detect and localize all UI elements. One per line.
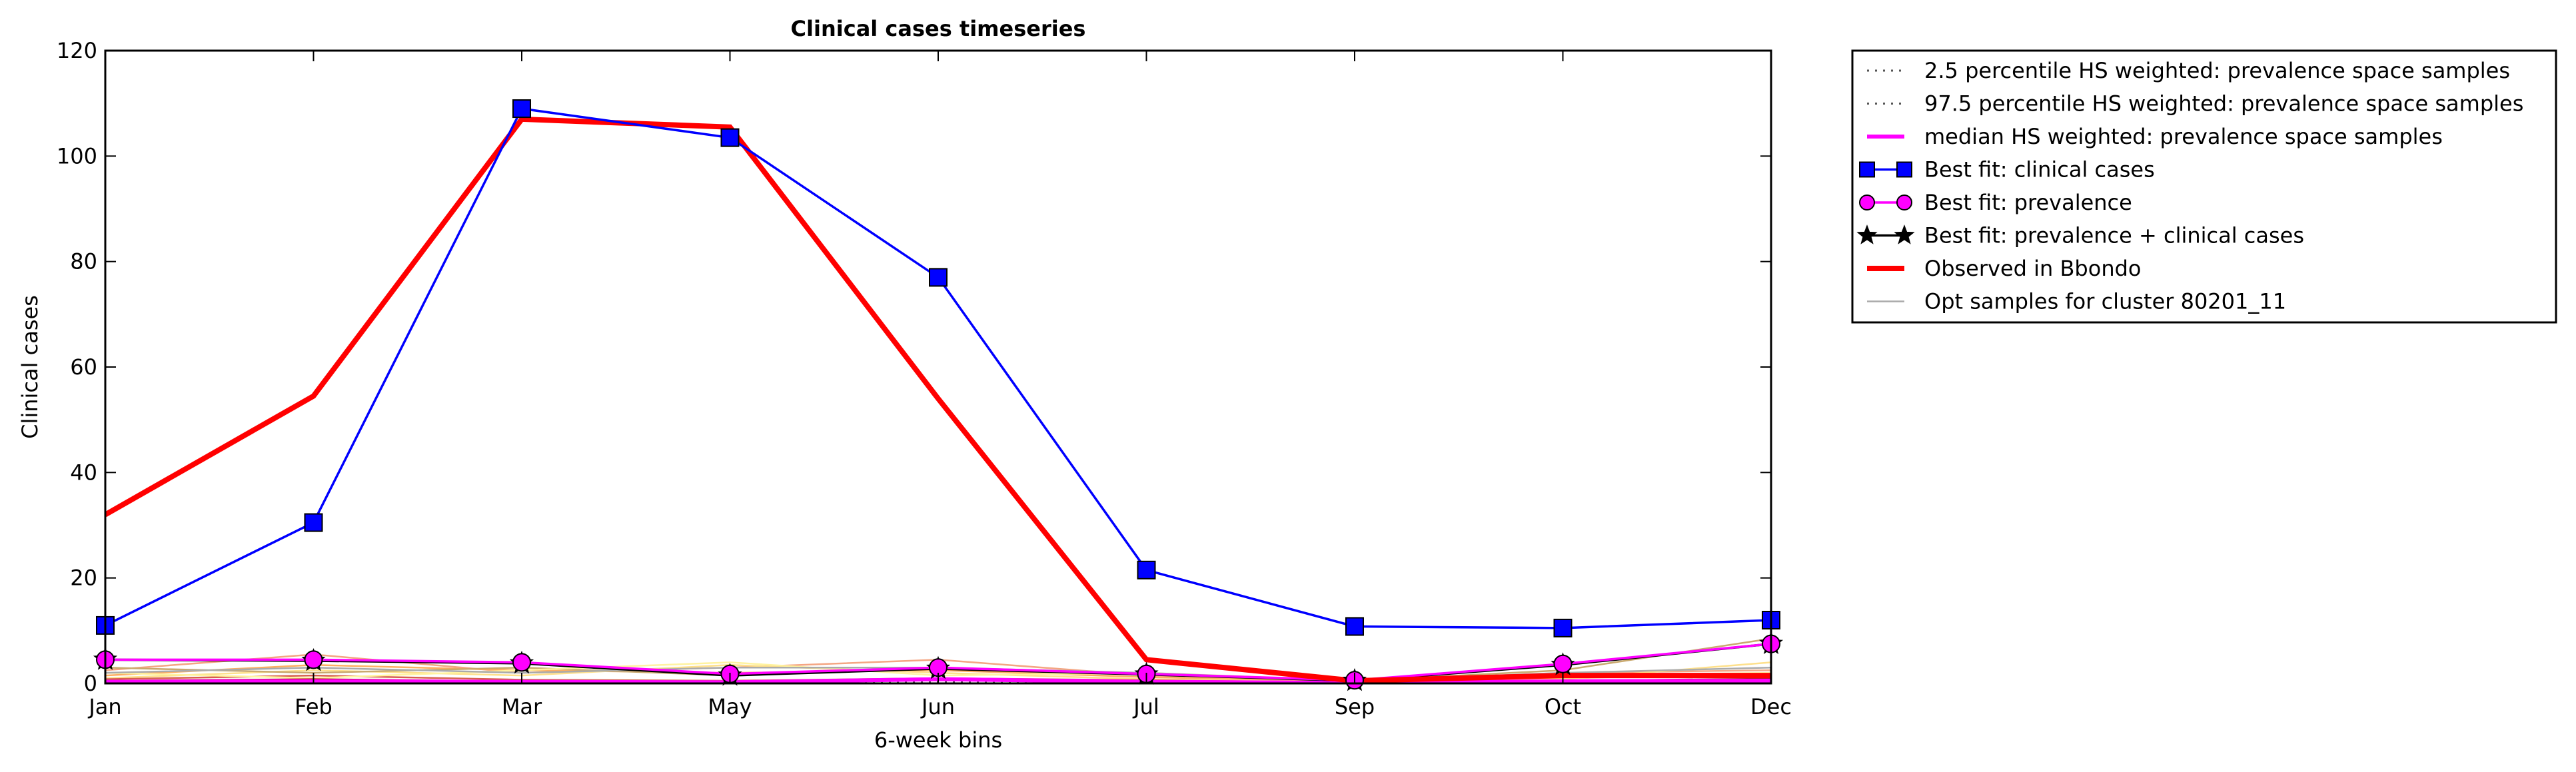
x-tick-label: Jun [920,694,955,719]
x-tick-label: May [708,694,752,719]
y-tick-label: 100 [57,143,97,169]
y-tick-label: 120 [57,38,97,63]
legend: 2.5 percentile HS weighted: prevalence s… [1851,49,2557,324]
legend-label: Best fit: prevalence + clinical cases [1924,223,2304,248]
legend-label: Observed in Bbondo [1924,256,2141,281]
legend-label: Best fit: clinical cases [1924,157,2155,183]
y-tick-label: 40 [70,460,97,485]
best-fit-clinical-cases-marker [304,513,323,532]
best-fit-clinical-cases-marker [929,268,948,287]
y-axis-title: Clinical cases [17,295,43,439]
best-fit-prevalence-marker [1553,654,1573,673]
y-tick-label: 20 [70,566,97,591]
x-tick-label: Mar [502,694,542,719]
legend-box [1851,49,2557,324]
plot-area: Jan Feb Mar May Jun Jul Sep Oct Dec 0 20 40 60 80 100… [57,38,1792,719]
legend-swatch-marker [1896,161,1912,178]
legend-label: 2.5 percentile HS weighted: prevalence s… [1924,58,2510,83]
x-tick-label: Feb [295,694,332,719]
x-tick-label: Jul [1132,694,1159,719]
legend-swatch-marker [1856,224,1878,244]
legend-swatch-marker [1859,161,1875,178]
x-tick-label: Oct [1545,694,1581,719]
legend-label: Best fit: prevalence [1924,190,2132,215]
best-fit-clinical-cases-marker [720,128,740,147]
x-tick-label: Sep [1335,694,1375,719]
x-axis: Jan Feb Mar May Jun Jul Sep Oct Dec [87,51,1792,719]
y-tick-label: 0 [84,671,97,696]
observed-in-bbondo-line [105,116,1771,683]
y-axis: 0 20 40 60 80 100 120 [57,38,1771,696]
best-fit-clinical-cases-marker [1345,617,1364,636]
chart-title: Clinical cases timeseries [791,16,1086,41]
legend-swatch-marker [1894,224,1915,244]
best-fit-clinical-cases-marker [512,99,531,119]
legend-swatch-marker [1896,194,1912,210]
x-axis-title: 6-week bins [874,727,1002,753]
best-fit-prevalence-marker [512,653,531,672]
x-tick-label: Jan [87,694,121,719]
legend-items: 2.5 percentile HS weighted: prevalence s… [1856,58,2523,314]
y-tick-label: 60 [70,354,97,380]
best-fit-clinical-cases-marker [1137,560,1156,579]
best-fit-clinical-cases-marker [1553,618,1573,637]
y-tick-label: 80 [70,249,97,274]
legend-label: Opt samples for cluster 80201_11 [1924,289,2286,314]
legend-label: median HS weighted: prevalence space sam… [1924,124,2443,149]
best-fit-prevalence-marker [304,650,323,669]
legend-label: 97.5 percentile HS weighted: prevalence … [1924,91,2523,117]
x-tick-label: Dec [1750,694,1792,719]
legend-swatch-marker [1859,194,1875,210]
